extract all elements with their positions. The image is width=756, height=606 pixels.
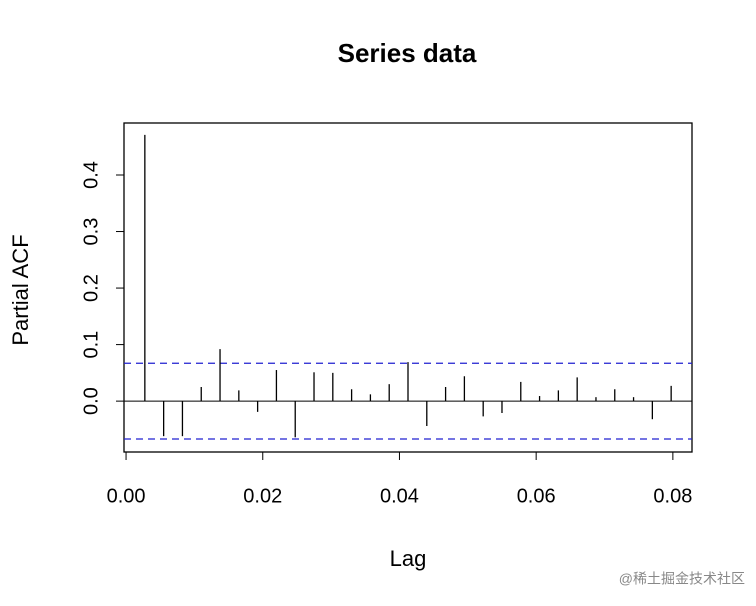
y-tick-label: 0.2 [80,274,102,302]
chart-title: Series data [338,38,477,68]
x-tick-label: 0.06 [517,485,556,507]
x-tick-label: 0.04 [380,485,419,507]
y-tick-label: 0.4 [80,161,102,189]
y-tick-label: 0.1 [80,331,102,359]
x-tick-label: 0.00 [107,485,146,507]
x-tick-label: 0.08 [653,485,692,507]
y-axis-label: Partial ACF [8,234,33,345]
plot-frame [123,122,693,453]
watermark: @稀土掘金技术社区 [619,571,745,587]
x-axis-label: Lag [390,546,427,571]
y-tick-label: 0.0 [80,387,102,415]
y-tick-label: 0.3 [80,218,102,246]
x-tick-label: 0.02 [243,485,282,507]
